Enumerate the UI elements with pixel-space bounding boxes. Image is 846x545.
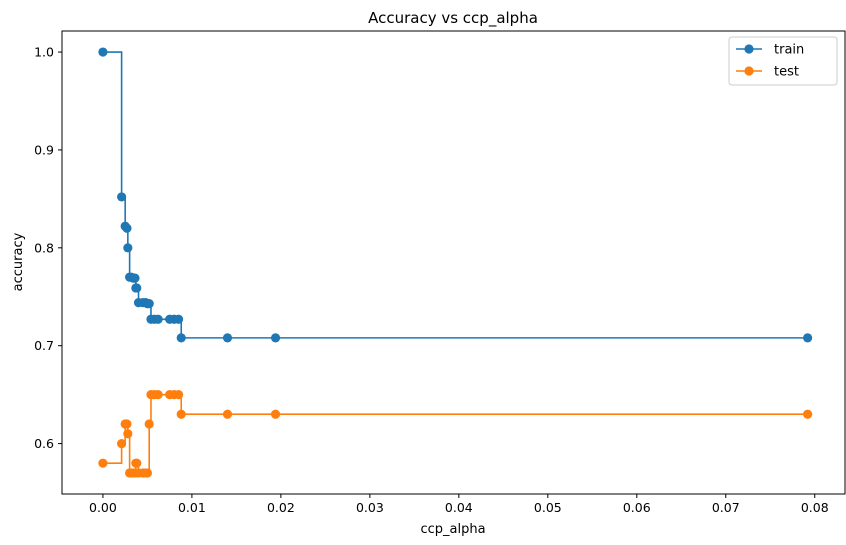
legend-label-test: test [774,65,799,80]
x-tick-label: 0.00 [89,500,117,515]
series-train [98,47,813,343]
x-tick-label: 0.04 [445,500,473,515]
x-axis-title: ccp_alpha [420,522,485,537]
y-tick-label: 0.7 [34,338,54,353]
series-test [98,390,813,478]
data-point-test [122,419,132,429]
y-tick-label: 0.6 [34,436,54,451]
plot-frame [61,30,846,495]
legend-marker-train [744,44,754,54]
legend: train test [728,36,838,86]
data-point-train [176,333,186,343]
data-point-test [153,390,163,400]
data-point-train [270,333,281,343]
data-point-test [222,409,233,419]
data-point-test [176,409,186,419]
y-tick-label: 0.9 [34,142,54,157]
data-point-train [144,299,154,309]
x-tick-label: 0.03 [356,500,384,515]
x-tick-label: 0.07 [712,500,740,515]
data-point-test [803,409,813,419]
y-tick-label: 0.8 [34,240,54,255]
y-tick-label: 1.0 [34,45,54,60]
data-point-test [98,458,108,468]
x-tick-label: 0.06 [623,500,651,515]
data-point-train [98,47,108,57]
data-point-train [222,333,233,343]
data-point-train [122,223,132,233]
x-tick-label: 0.08 [801,500,829,515]
data-point-test [117,438,127,449]
data-point-test [142,468,153,478]
y-axis: 0.6 0.7 0.8 0.9 1.0 [34,45,62,451]
data-point-test [173,390,184,400]
data-point-test [270,409,281,419]
x-tick-label: 0.02 [267,500,295,515]
data-point-train [153,314,163,324]
x-tick-label: 0.01 [178,500,206,515]
data-point-test [132,458,142,468]
data-point-train [132,283,142,293]
data-point-train [173,314,184,324]
legend-marker-test [744,66,754,76]
x-tick-label: 0.05 [534,500,562,515]
legend-label-train: train [774,43,804,58]
data-point-train [117,192,127,202]
data-point-train [123,243,133,253]
y-axis-title: accuracy [11,232,26,291]
data-point-test [123,429,133,439]
x-axis: 0.00 0.01 0.02 0.03 0.04 0.05 0.06 0.07 0.08 [89,494,829,515]
chart-title: Accuracy vs ccp_alpha [368,9,538,28]
data-point-train [130,273,140,283]
data-point-train [803,333,813,343]
data-point-test [144,419,154,429]
series-layer [98,47,813,478]
